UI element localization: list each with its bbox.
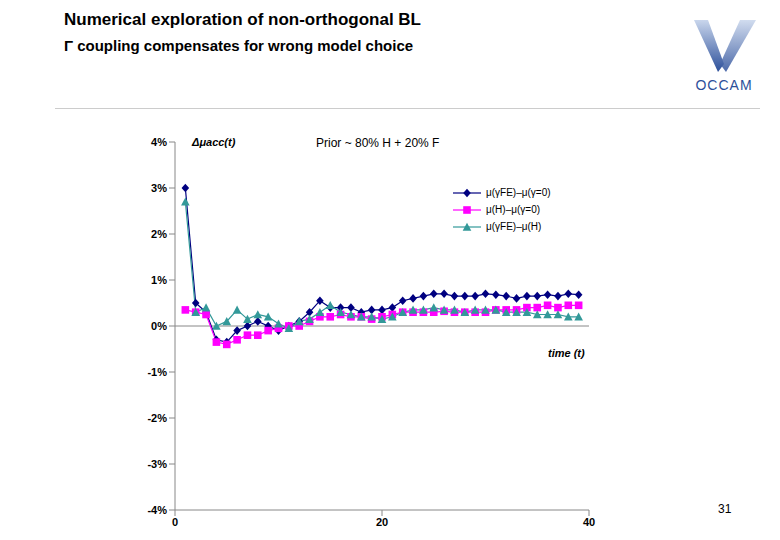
html-text:μ(γFE)–μ(H): μ(γFE)–μ(H) [486,221,542,232]
svg-text:-4%: -4% [147,504,167,516]
svg-text:20: 20 [376,516,388,528]
svg-text:40: 40 [583,516,595,528]
svg-text:2%: 2% [151,228,167,240]
html-text:Γ coupling compensates for wro: Γ coupling compensates for wrong model c… [64,37,414,54]
svg-text:OCCAM: OCCAM [695,77,752,93]
svg-text:1%: 1% [151,274,167,286]
html-text:time (t): time (t) [548,347,585,359]
html-text:μ(γFE)–μ(γ=0): μ(γFE)–μ(γ=0) [486,187,551,198]
svg-text:0: 0 [172,516,178,528]
html-text:31: 31 [718,502,732,516]
svg-text:-1%: -1% [147,366,167,378]
svg-text:4%: 4% [151,136,167,148]
svg-text:-2%: -2% [147,412,167,424]
html-text:μ(H)–μ(γ=0): μ(H)–μ(γ=0) [486,204,540,215]
svg-text:-3%: -3% [147,458,167,470]
html-text:Prior ~ 80% H + 20% F: Prior ~ 80% H + 20% F [316,136,440,150]
html-text:Numerical exploration of non-o: Numerical exploration of non-orthogonal … [64,10,421,29]
html-text:Δμacc(t): Δμacc(t) [192,136,236,148]
svg-text:3%: 3% [151,182,167,194]
svg-text:0%: 0% [151,320,167,332]
